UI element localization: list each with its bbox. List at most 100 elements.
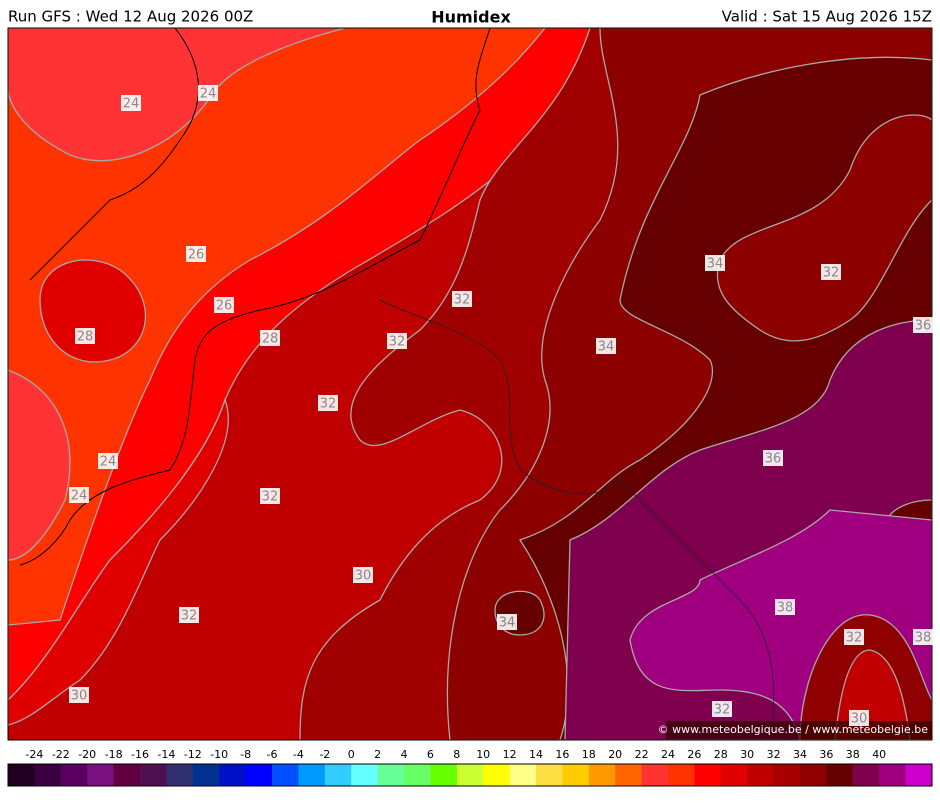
colorbar-swatch [562, 764, 590, 786]
contour-label-box [844, 629, 864, 645]
contour-label-box [260, 330, 280, 346]
colorbar-swatch [826, 764, 854, 786]
colorbar-swatch [272, 764, 299, 786]
contour-label: 30 [71, 689, 88, 704]
contour-label-box [596, 338, 616, 354]
colorbar-label: -18 [105, 748, 123, 761]
contour-label-box [353, 567, 373, 583]
contour-label: 28 [262, 332, 279, 347]
contour-label: 26 [188, 248, 205, 263]
contour-label-box [198, 85, 218, 101]
colorbar-swatch [773, 764, 801, 786]
colorbar-swatch [747, 764, 775, 786]
colorbar-swatch [34, 764, 62, 786]
contour-label: 32 [320, 397, 337, 412]
contour-label-box [260, 488, 280, 504]
valid-info: Valid : Sat 15 Aug 2026 15Z [722, 8, 932, 26]
contour-label-box [387, 333, 407, 349]
contour-label-box [763, 450, 783, 466]
colorbar-label: -6 [267, 748, 278, 761]
colorbar-swatch [140, 764, 167, 786]
contour-label: 38 [915, 631, 932, 646]
colorbar-label: 18 [582, 748, 596, 761]
contour-label-box [775, 599, 795, 615]
colorbar-label: 4 [401, 748, 408, 761]
contour-label: 32 [454, 293, 471, 308]
colorbar-swatch [720, 764, 748, 786]
colorbar-label: -24 [25, 748, 43, 761]
contour-label-box [69, 487, 89, 503]
contour-label: 32 [262, 490, 279, 505]
contour-label: 28 [77, 330, 94, 345]
contour-label: 24 [100, 455, 117, 470]
colorbar-label: 40 [872, 748, 886, 761]
colorbar-swatch [8, 764, 35, 786]
colorbar-swatch [324, 764, 352, 786]
colorbar-swatch [668, 764, 695, 786]
colorbar-swatch [509, 764, 537, 786]
colorbar-swatch [219, 764, 247, 786]
colorbar-label: 10 [476, 748, 490, 761]
contour-label-box [179, 607, 199, 623]
colorbar-label: -2 [319, 748, 330, 761]
contour-label: 24 [71, 489, 88, 504]
colorbar-swatch [483, 764, 511, 786]
colorbar-label: 28 [714, 748, 728, 761]
colorbar-label: 30 [740, 748, 754, 761]
colorbar-swatch [60, 764, 88, 786]
colorbar-swatch [879, 764, 907, 786]
contour-label: 34 [598, 340, 615, 355]
run-info: Run GFS : Wed 12 Aug 2026 00Z [8, 8, 253, 26]
contour-label-box [913, 629, 933, 645]
contour-label: 32 [846, 631, 863, 646]
colorbar-swatch [641, 764, 669, 786]
colorbar-label: 16 [555, 748, 569, 761]
contour-label: 24 [123, 97, 140, 112]
contour-label: 32 [823, 266, 840, 281]
contour-label: 36 [915, 319, 932, 334]
colorbar-swatch [905, 764, 933, 786]
colorbar-swatch [430, 764, 458, 786]
contour-label-box [849, 710, 869, 726]
colorbar-swatch [192, 764, 220, 786]
colorbar-label: 0 [348, 748, 355, 761]
contour-label-box [186, 246, 206, 262]
contour-label-box [75, 328, 95, 344]
contour-label: 24 [200, 87, 217, 102]
contour-label-box [913, 317, 933, 333]
colorbar-swatch [588, 764, 616, 786]
contour-label-box [121, 95, 141, 111]
contour-label-box [497, 614, 517, 630]
colorbar-label: 34 [793, 748, 807, 761]
colorbar-label: 2 [374, 748, 381, 761]
colorbar-label: -10 [210, 748, 228, 761]
colorbar-label: -14 [157, 748, 175, 761]
colorbar-label: 22 [635, 748, 649, 761]
colorbar-swatch [615, 764, 643, 786]
colorbar-swatch [800, 764, 827, 786]
contour-label: 32 [389, 335, 406, 350]
contour-label: 34 [707, 257, 724, 272]
contour-label: 30 [851, 712, 868, 727]
contour-label-box [705, 255, 725, 271]
colorbar-frame [7, 763, 933, 787]
colorbar-label: -12 [184, 748, 202, 761]
copyright: © www.meteobelgique.be / www.meteobelgie… [658, 723, 929, 736]
contour-label-box [214, 297, 234, 313]
contour-label: 26 [216, 299, 233, 314]
map [8, 28, 932, 740]
colorbar-label: -22 [52, 748, 70, 761]
contour-label-box [712, 701, 732, 717]
contour-label: 32 [714, 703, 731, 718]
map-title: Humidex [431, 8, 511, 27]
colorbar-label: -8 [240, 748, 251, 761]
colorbar-swatch [351, 764, 379, 786]
contour-label: 36 [765, 452, 782, 467]
contour-label: 30 [355, 569, 372, 584]
colorbar-swatch [404, 764, 431, 786]
colorbar-label: 12 [503, 748, 517, 761]
contour-label-box [318, 395, 338, 411]
colorbar-swatch [298, 764, 326, 786]
colorbar-swatch [245, 764, 273, 786]
